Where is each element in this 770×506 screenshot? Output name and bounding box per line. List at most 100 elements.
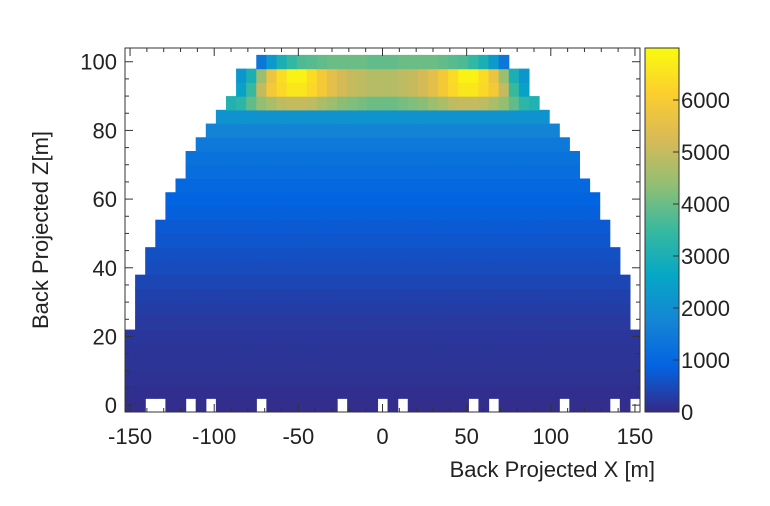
x-tick-label: -50 (282, 424, 314, 449)
heatmap-cell (417, 82, 429, 97)
heatmap-cell (458, 96, 469, 111)
heatmap-cell (488, 178, 500, 193)
heatmap-cell (427, 274, 439, 289)
heatmap-cell (205, 164, 217, 180)
heatmap-cell (337, 164, 348, 180)
heatmap-cell (357, 302, 368, 317)
x-axis-title: Back Projected X [m] (450, 457, 655, 482)
heatmap-cell (195, 370, 207, 386)
heatmap-cell (286, 164, 298, 180)
heatmap-cell (387, 82, 399, 97)
heatmap-cell (458, 205, 469, 221)
heatmap-cell (508, 192, 520, 207)
heatmap-cell (195, 137, 207, 152)
heatmap-cell (175, 343, 187, 358)
heatmap-cell (225, 343, 237, 358)
heatmap-cell (417, 260, 429, 276)
heatmap-cell (508, 384, 520, 399)
heatmap-cell (549, 219, 560, 235)
heatmap-cell (488, 274, 500, 289)
heatmap-cell (579, 288, 591, 303)
heatmap-cell (306, 205, 318, 221)
heatmap-cell (246, 370, 257, 386)
heatmap-cell (195, 357, 207, 372)
heatmap-cell (458, 398, 469, 412)
heatmap-cell (619, 398, 631, 412)
heatmap-cell (528, 151, 540, 166)
heatmap-cell (508, 96, 520, 111)
heatmap-cell (367, 233, 379, 248)
heatmap-cell (316, 137, 328, 152)
heatmap-cell (225, 192, 237, 207)
heatmap-cell (528, 357, 540, 372)
y-tick-label: 60 (93, 187, 117, 212)
heatmap-cell (438, 398, 449, 412)
heatmap-cell (225, 260, 237, 276)
heatmap-cell (195, 274, 207, 289)
heatmap-cell (316, 288, 328, 303)
heatmap-cell (508, 370, 520, 386)
heatmap-cell (135, 315, 146, 331)
heatmap-cell (337, 54, 348, 70)
heatmap-cell (215, 137, 227, 152)
heatmap-cell (427, 164, 439, 180)
heatmap-cell (165, 219, 177, 235)
heatmap-cell (599, 315, 611, 331)
heatmap-cell (417, 192, 429, 207)
heatmap-cell (549, 357, 560, 372)
heatmap-cell (236, 192, 247, 207)
heatmap-cell (236, 370, 247, 386)
heatmap-cell (528, 109, 540, 125)
heatmap-cell (367, 178, 379, 193)
heatmap-cell (488, 384, 500, 399)
heatmap-cell (236, 357, 247, 372)
heatmap-cell (306, 151, 318, 166)
heatmap-cell (367, 343, 379, 358)
heatmap-cell (215, 151, 227, 166)
heatmap-cell (246, 151, 257, 166)
heatmap-cell (236, 398, 247, 412)
heatmap-cell (468, 178, 480, 193)
heatmap-cell (306, 302, 318, 317)
heatmap-cell (377, 357, 389, 372)
heatmap-cell (347, 384, 358, 399)
heatmap-cell (589, 219, 601, 235)
heatmap-cell (508, 343, 520, 358)
heatmap-cell (316, 82, 328, 97)
heatmap-cell (488, 96, 500, 111)
heatmap-cell (539, 109, 550, 125)
heatmap-cell (488, 137, 500, 152)
heatmap-cell (518, 109, 530, 125)
heatmap-cell (569, 233, 581, 248)
heatmap-cell (498, 151, 510, 166)
heatmap-cell (306, 109, 318, 125)
heatmap-cell (569, 343, 581, 358)
heatmap-cell (387, 302, 399, 317)
heatmap-cell (296, 82, 308, 97)
heatmap-cell (468, 96, 480, 111)
heatmap-cell (326, 109, 338, 125)
heatmap-cell (569, 151, 581, 166)
heatmap-cell (266, 96, 278, 111)
heatmap-cell (407, 54, 419, 70)
heatmap-cell (478, 233, 490, 248)
heatmap-cell (326, 302, 338, 317)
heatmap-cell (256, 233, 267, 248)
heatmap-cell (478, 164, 490, 180)
plot-area: -150 -100 -50 0 50 100 150 0 20 40 60 80 100 (80, 47, 653, 449)
colorbar-tick-label: 4000 (681, 192, 730, 217)
heatmap-cell (427, 357, 439, 372)
heatmap-cell (357, 247, 368, 262)
heatmap-cell (236, 68, 247, 83)
heatmap-cell (256, 260, 267, 276)
heatmap-cell (296, 219, 308, 235)
heatmap-cell (175, 205, 187, 221)
heatmap-cell (165, 343, 177, 358)
heatmap-cell (549, 343, 560, 358)
heatmap-cell (326, 357, 338, 372)
heatmap-cell (458, 302, 469, 317)
heatmap-cell (599, 329, 611, 344)
heatmap-cell (498, 274, 510, 289)
heatmap-cell (539, 315, 550, 331)
heatmap-cell (377, 178, 389, 193)
